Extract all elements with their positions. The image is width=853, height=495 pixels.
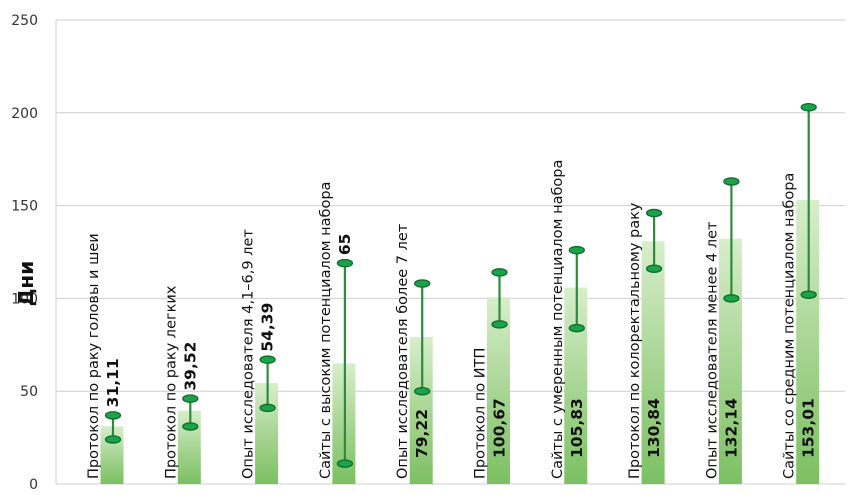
y-axis-ticks: 0 50 100 150 200 250 [11, 13, 38, 493]
error-cap-top [800, 102, 817, 112]
error-cap-top [491, 268, 508, 277]
error-cap-top [645, 208, 663, 218]
value-label: 39,52 [181, 342, 199, 391]
y-tick-label: 100 [11, 291, 38, 307]
category-label: Опыт исследователя 4,1–6,9 лет [241, 229, 257, 479]
y-tick-label: 0 [29, 477, 38, 493]
bar [796, 200, 820, 485]
error-cap-bottom [259, 403, 276, 413]
bar [487, 297, 510, 484]
category-label: Сайты со средним потенциалом набора [782, 173, 798, 479]
y-axis-label: Дни [14, 261, 38, 307]
value-label: 79,22 [413, 409, 431, 458]
error-cap-top [104, 411, 122, 420]
category-label: Протокол по раку легких [163, 285, 179, 479]
value-label: 31,11 [104, 358, 122, 407]
category-label: Сайты с умеренным потенциалом набора [550, 160, 566, 479]
error-cap-top [336, 258, 354, 268]
error-cap-top [568, 245, 585, 255]
y-tick-label: 250 [11, 13, 38, 29]
error-cap-top [723, 177, 740, 186]
error-cap-top [182, 394, 199, 403]
category-label: Протокол по ИТП [473, 348, 489, 479]
gridlines [55, 19, 845, 485]
value-label: 130,84 [645, 398, 663, 458]
y-tick-label: 50 [20, 384, 38, 400]
error-cap-bottom [414, 386, 431, 396]
error-cap-bottom [723, 294, 740, 303]
bar [641, 241, 665, 484]
value-label: 100,67 [491, 398, 509, 458]
value-label: 153,01 [800, 398, 818, 458]
y-tick-label: 150 [11, 199, 38, 215]
error-cap-top [414, 279, 431, 288]
category-label: Протокол по раку головы и шеи [86, 233, 102, 479]
category-label: Опыт исследователя более 7 лет [395, 223, 411, 479]
error-bars [104, 102, 817, 468]
error-cap-bottom [182, 422, 199, 431]
bar [564, 287, 588, 484]
error-cap-bottom [336, 459, 354, 468]
value-label: 132,14 [722, 398, 740, 458]
error-cap-bottom [645, 264, 663, 273]
error-cap-bottom [568, 323, 585, 333]
error-cap-bottom [800, 290, 817, 299]
error-cap-top [259, 355, 276, 364]
y-tick-label: 200 [11, 106, 38, 122]
error-cap-bottom [104, 435, 122, 444]
value-label: 54,39 [259, 303, 277, 352]
category-labels: Протокол по раку головы и шеи Протокол по… [86, 160, 798, 479]
value-labels: 31,11 39,52 54,39 65 79,22 100,67 105,83 130,84… [104, 234, 818, 458]
category-label: Протокол по колоректальному раку [627, 202, 643, 479]
value-label: 105,83 [568, 398, 586, 458]
category-label: Сайты с высоким потенциалом набора [318, 182, 334, 479]
error-cap-bottom [491, 320, 508, 329]
bar [409, 336, 433, 484]
category-label: Опыт исследователя менее 4 лет [704, 221, 720, 479]
value-label: 65 [336, 234, 354, 256]
